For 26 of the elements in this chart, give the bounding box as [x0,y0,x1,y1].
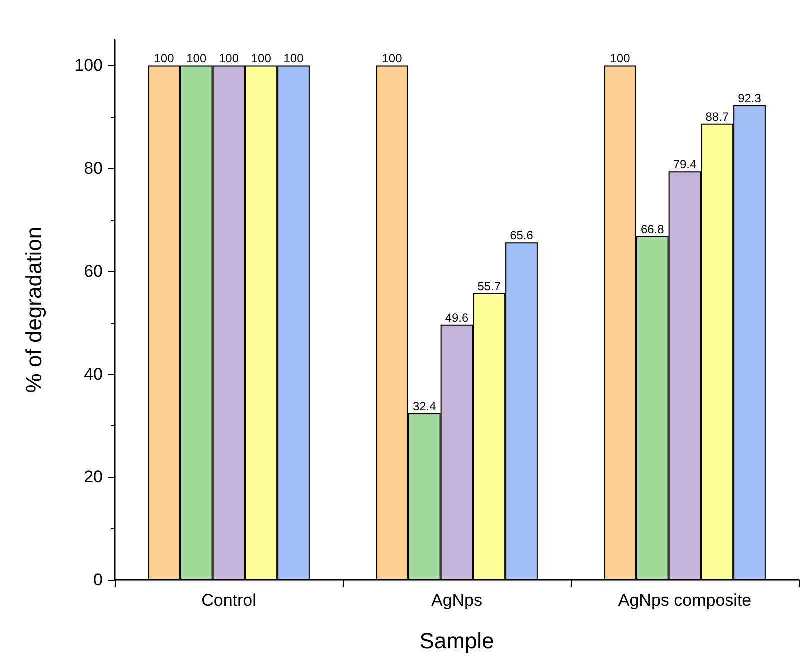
data-label: 100 [382,52,403,66]
x-tick-label: AgNps [431,591,483,610]
y-tick-label: 80 [84,159,103,178]
data-label: 88.7 [706,110,730,124]
y-tick-label: 40 [84,364,103,384]
data-label: 100 [251,52,272,66]
y-tick-label: 0 [94,570,103,590]
y-axis-title: % of degradation [22,226,46,394]
y-tick-label: 20 [84,468,103,487]
data-label: 55.7 [478,280,502,294]
data-label: 100 [154,52,175,66]
data-label: 100 [186,52,207,66]
data-label: 79.4 [673,158,697,172]
data-label: 92.3 [738,91,762,106]
y-tick-label: 100 [74,56,103,76]
data-label: 32.4 [412,399,437,414]
data-label: 100 [284,52,304,66]
x-tick-label: Control [202,591,256,610]
data-label: 66.8 [640,222,665,236]
y-tick-label: 60 [84,262,103,281]
data-label: 65.6 [510,228,534,243]
x-tick-label: AgNps composite [618,591,752,610]
x-axis-title: Sample [420,628,494,654]
data-label: 100 [610,52,631,66]
data-label: 49.6 [445,310,469,325]
data-label: 100 [218,52,240,66]
